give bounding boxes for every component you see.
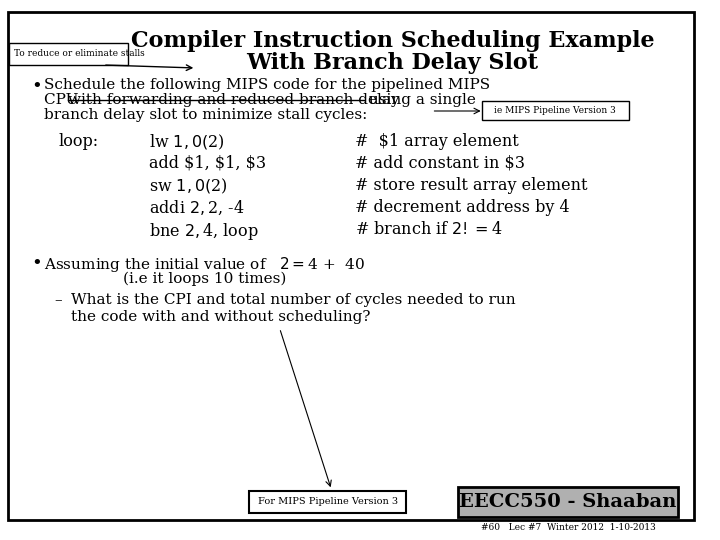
Text: CPU: CPU <box>44 93 84 107</box>
Text: # store result array element: # store result array element <box>355 177 588 194</box>
Text: Assuming the initial value of   $2  =  $4 +  40: Assuming the initial value of $2 = $4 + … <box>44 255 365 274</box>
Text: using a single: using a single <box>364 93 476 107</box>
Text: With Branch Delay Slot: With Branch Delay Slot <box>246 52 539 74</box>
Text: with forwarding and reduced branch delay: with forwarding and reduced branch delay <box>68 93 399 107</box>
Text: # decrement address by 4: # decrement address by 4 <box>355 199 570 216</box>
Text: bne $2, $4, loop: bne $2, $4, loop <box>149 221 258 242</box>
Text: •: • <box>32 255 42 273</box>
FancyBboxPatch shape <box>249 491 406 513</box>
Text: #  $1 array element: # $1 array element <box>355 133 519 150</box>
Text: EECC550 - Shaaban: EECC550 - Shaaban <box>459 493 677 511</box>
FancyBboxPatch shape <box>458 487 678 517</box>
Text: lw $1,0($2): lw $1,0($2) <box>149 133 225 152</box>
Text: –: – <box>54 293 62 307</box>
Text: Schedule the following MIPS code for the pipelined MIPS: Schedule the following MIPS code for the… <box>44 78 490 92</box>
Text: loop:: loop: <box>59 133 99 150</box>
FancyBboxPatch shape <box>9 43 128 65</box>
Text: ie MIPS Pipeline Version 3: ie MIPS Pipeline Version 3 <box>494 106 616 115</box>
Text: What is the CPI and total number of cycles needed to run: What is the CPI and total number of cycl… <box>71 293 516 307</box>
FancyBboxPatch shape <box>482 101 629 120</box>
Text: # add constant in $3: # add constant in $3 <box>355 155 525 172</box>
Text: For MIPS Pipeline Version 3: For MIPS Pipeline Version 3 <box>258 497 397 507</box>
Text: the code with and without scheduling?: the code with and without scheduling? <box>71 310 370 324</box>
FancyBboxPatch shape <box>8 12 694 520</box>
Text: # branch if $2 != $4: # branch if $2 != $4 <box>355 221 503 238</box>
Text: To reduce or eliminate stalls: To reduce or eliminate stalls <box>14 50 145 58</box>
Text: addi $2, $2, -4: addi $2, $2, -4 <box>149 199 245 217</box>
Text: #60   Lec #7  Winter 2012  1-10-2013: #60 Lec #7 Winter 2012 1-10-2013 <box>482 523 656 531</box>
Text: Compiler Instruction Scheduling Example: Compiler Instruction Scheduling Example <box>130 30 654 52</box>
Text: branch delay slot to minimize stall cycles:: branch delay slot to minimize stall cycl… <box>44 108 367 122</box>
Text: sw $1,0($2): sw $1,0($2) <box>149 177 228 196</box>
Text: (i.e it loops 10 times): (i.e it loops 10 times) <box>122 272 286 286</box>
Text: •: • <box>32 78 42 96</box>
Text: add $1, $1, $3: add $1, $1, $3 <box>149 155 266 172</box>
